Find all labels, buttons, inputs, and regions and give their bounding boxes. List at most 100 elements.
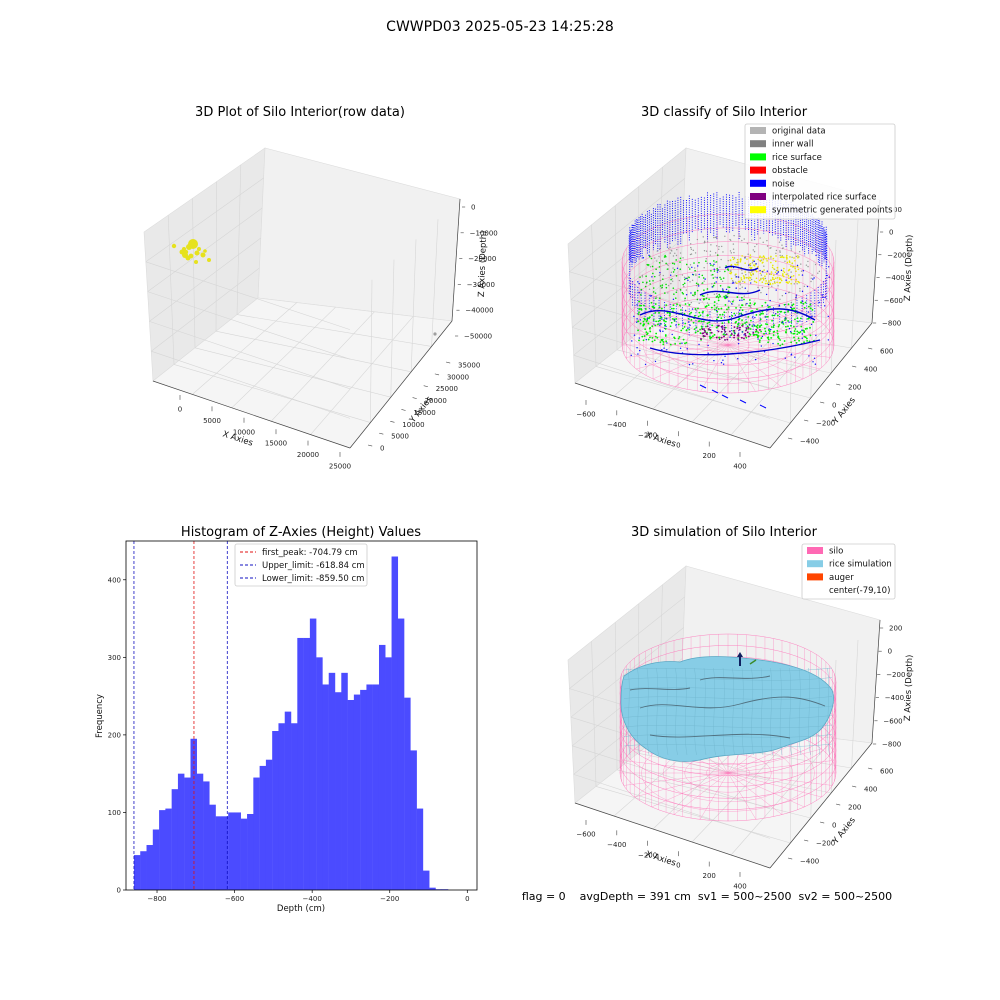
rice-surface-point	[643, 335, 646, 337]
surface-mesh-line	[627, 667, 631, 756]
histogram-bar	[184, 777, 191, 890]
gridline	[310, 316, 414, 435]
silo-floor-spoke	[652, 344, 729, 380]
noise-point	[687, 279, 689, 282]
original-point	[781, 244, 783, 246]
simulation-plot-title: 3D simulation of Silo Interior	[631, 525, 818, 540]
symmetric-point	[778, 281, 781, 284]
rice-surface-point	[656, 336, 659, 339]
surface-mesh-line	[770, 667, 773, 756]
rice-surface-point	[785, 328, 788, 331]
original-point	[764, 277, 767, 280]
rice-surface-point	[640, 308, 643, 310]
noise-point	[757, 338, 759, 340]
noise-point	[645, 338, 648, 341]
original-point	[672, 267, 674, 269]
rice-surface-point	[779, 344, 782, 347]
noise-point	[637, 353, 639, 355]
silo-floor-spoke	[673, 772, 729, 815]
histogram-bar	[272, 731, 279, 890]
legend-label: rice simulation	[829, 560, 892, 570]
rice-surface-point	[703, 298, 706, 300]
original-point	[787, 273, 789, 275]
symmetric-point	[790, 275, 793, 278]
legend-label: auger	[829, 573, 854, 583]
noise-dash	[711, 389, 719, 394]
rice-surface-point	[651, 340, 654, 343]
symmetric-point	[770, 279, 773, 282]
original-point	[745, 274, 747, 276]
noise-point	[751, 316, 754, 318]
symmetric-point	[759, 255, 761, 258]
rice-surface-point	[766, 315, 769, 318]
simulation-legend-frame	[801, 543, 896, 600]
rice-surface-point	[702, 320, 705, 323]
rice-surface-point	[643, 323, 645, 326]
noise-point	[799, 320, 801, 322]
gridline	[595, 786, 791, 844]
original-point	[781, 295, 784, 297]
rice-surface-point	[784, 325, 787, 328]
gridline	[149, 321, 351, 390]
surface-mesh-line	[713, 667, 716, 756]
legend-label: first_peak: -704.79 cm	[262, 548, 358, 558]
histogram-frame	[125, 540, 478, 891]
symmetric-point	[783, 271, 786, 274]
original-point	[730, 252, 732, 254]
rice-surface-point	[684, 297, 686, 300]
symmetric-point	[797, 255, 799, 257]
original-point	[656, 260, 658, 262]
original-point	[810, 277, 812, 279]
rice-surface-point	[669, 312, 671, 315]
raw-x-ticks: 0 5000 10000 15000 20000 25000	[178, 395, 351, 471]
rice-surface-point	[687, 317, 690, 320]
surface-mesh-line	[656, 667, 659, 756]
rice-surface-point	[728, 286, 731, 289]
original-point	[778, 305, 780, 308]
rice-surface-point	[655, 332, 658, 335]
noise-point	[651, 276, 653, 278]
original-point	[742, 280, 744, 283]
rice-surface-point	[748, 304, 751, 307]
noise-point	[785, 279, 787, 281]
rice-surface-point	[699, 332, 702, 335]
silo-floor-spoke	[625, 332, 729, 346]
rice-surface-point	[719, 295, 721, 298]
rice-surface-point	[718, 293, 721, 296]
original-point	[794, 252, 796, 255]
rice-surface-point	[645, 275, 647, 278]
rice-surface-point	[783, 311, 786, 314]
legend-swatch	[750, 140, 766, 148]
tick-label: 400	[733, 463, 746, 471]
noise-point	[666, 342, 668, 344]
original-point	[705, 250, 708, 252]
rice-surface-point	[674, 297, 677, 299]
symmetric-point	[761, 281, 764, 284]
symmetric-point	[757, 258, 759, 261]
rice-surface-point	[718, 336, 720, 339]
tick-label: 200	[848, 384, 861, 392]
symmetric-point	[769, 282, 772, 285]
rice-surface-point	[680, 309, 682, 311]
original-point	[725, 311, 727, 314]
rice-surface-point	[803, 341, 805, 344]
interpolated-point	[723, 328, 726, 331]
noise-point	[769, 299, 771, 302]
histogram-bar	[360, 689, 367, 890]
noise-point	[741, 331, 743, 333]
noise-point	[740, 313, 743, 315]
rice-surface-point	[754, 302, 756, 305]
noise-point	[720, 361, 723, 364]
original-point	[788, 291, 791, 294]
rice-surface-point	[703, 295, 705, 298]
rice-surface-point	[681, 327, 684, 330]
histogram-bar	[404, 697, 411, 890]
original-point	[779, 298, 781, 300]
rice-surface-point	[679, 261, 681, 263]
noise-point	[789, 330, 792, 333]
rice-surface-point	[806, 339, 808, 342]
rice-surface-point	[675, 317, 678, 320]
original-point	[706, 262, 708, 265]
rice-surface-point	[706, 322, 709, 325]
noise-point	[660, 315, 662, 318]
